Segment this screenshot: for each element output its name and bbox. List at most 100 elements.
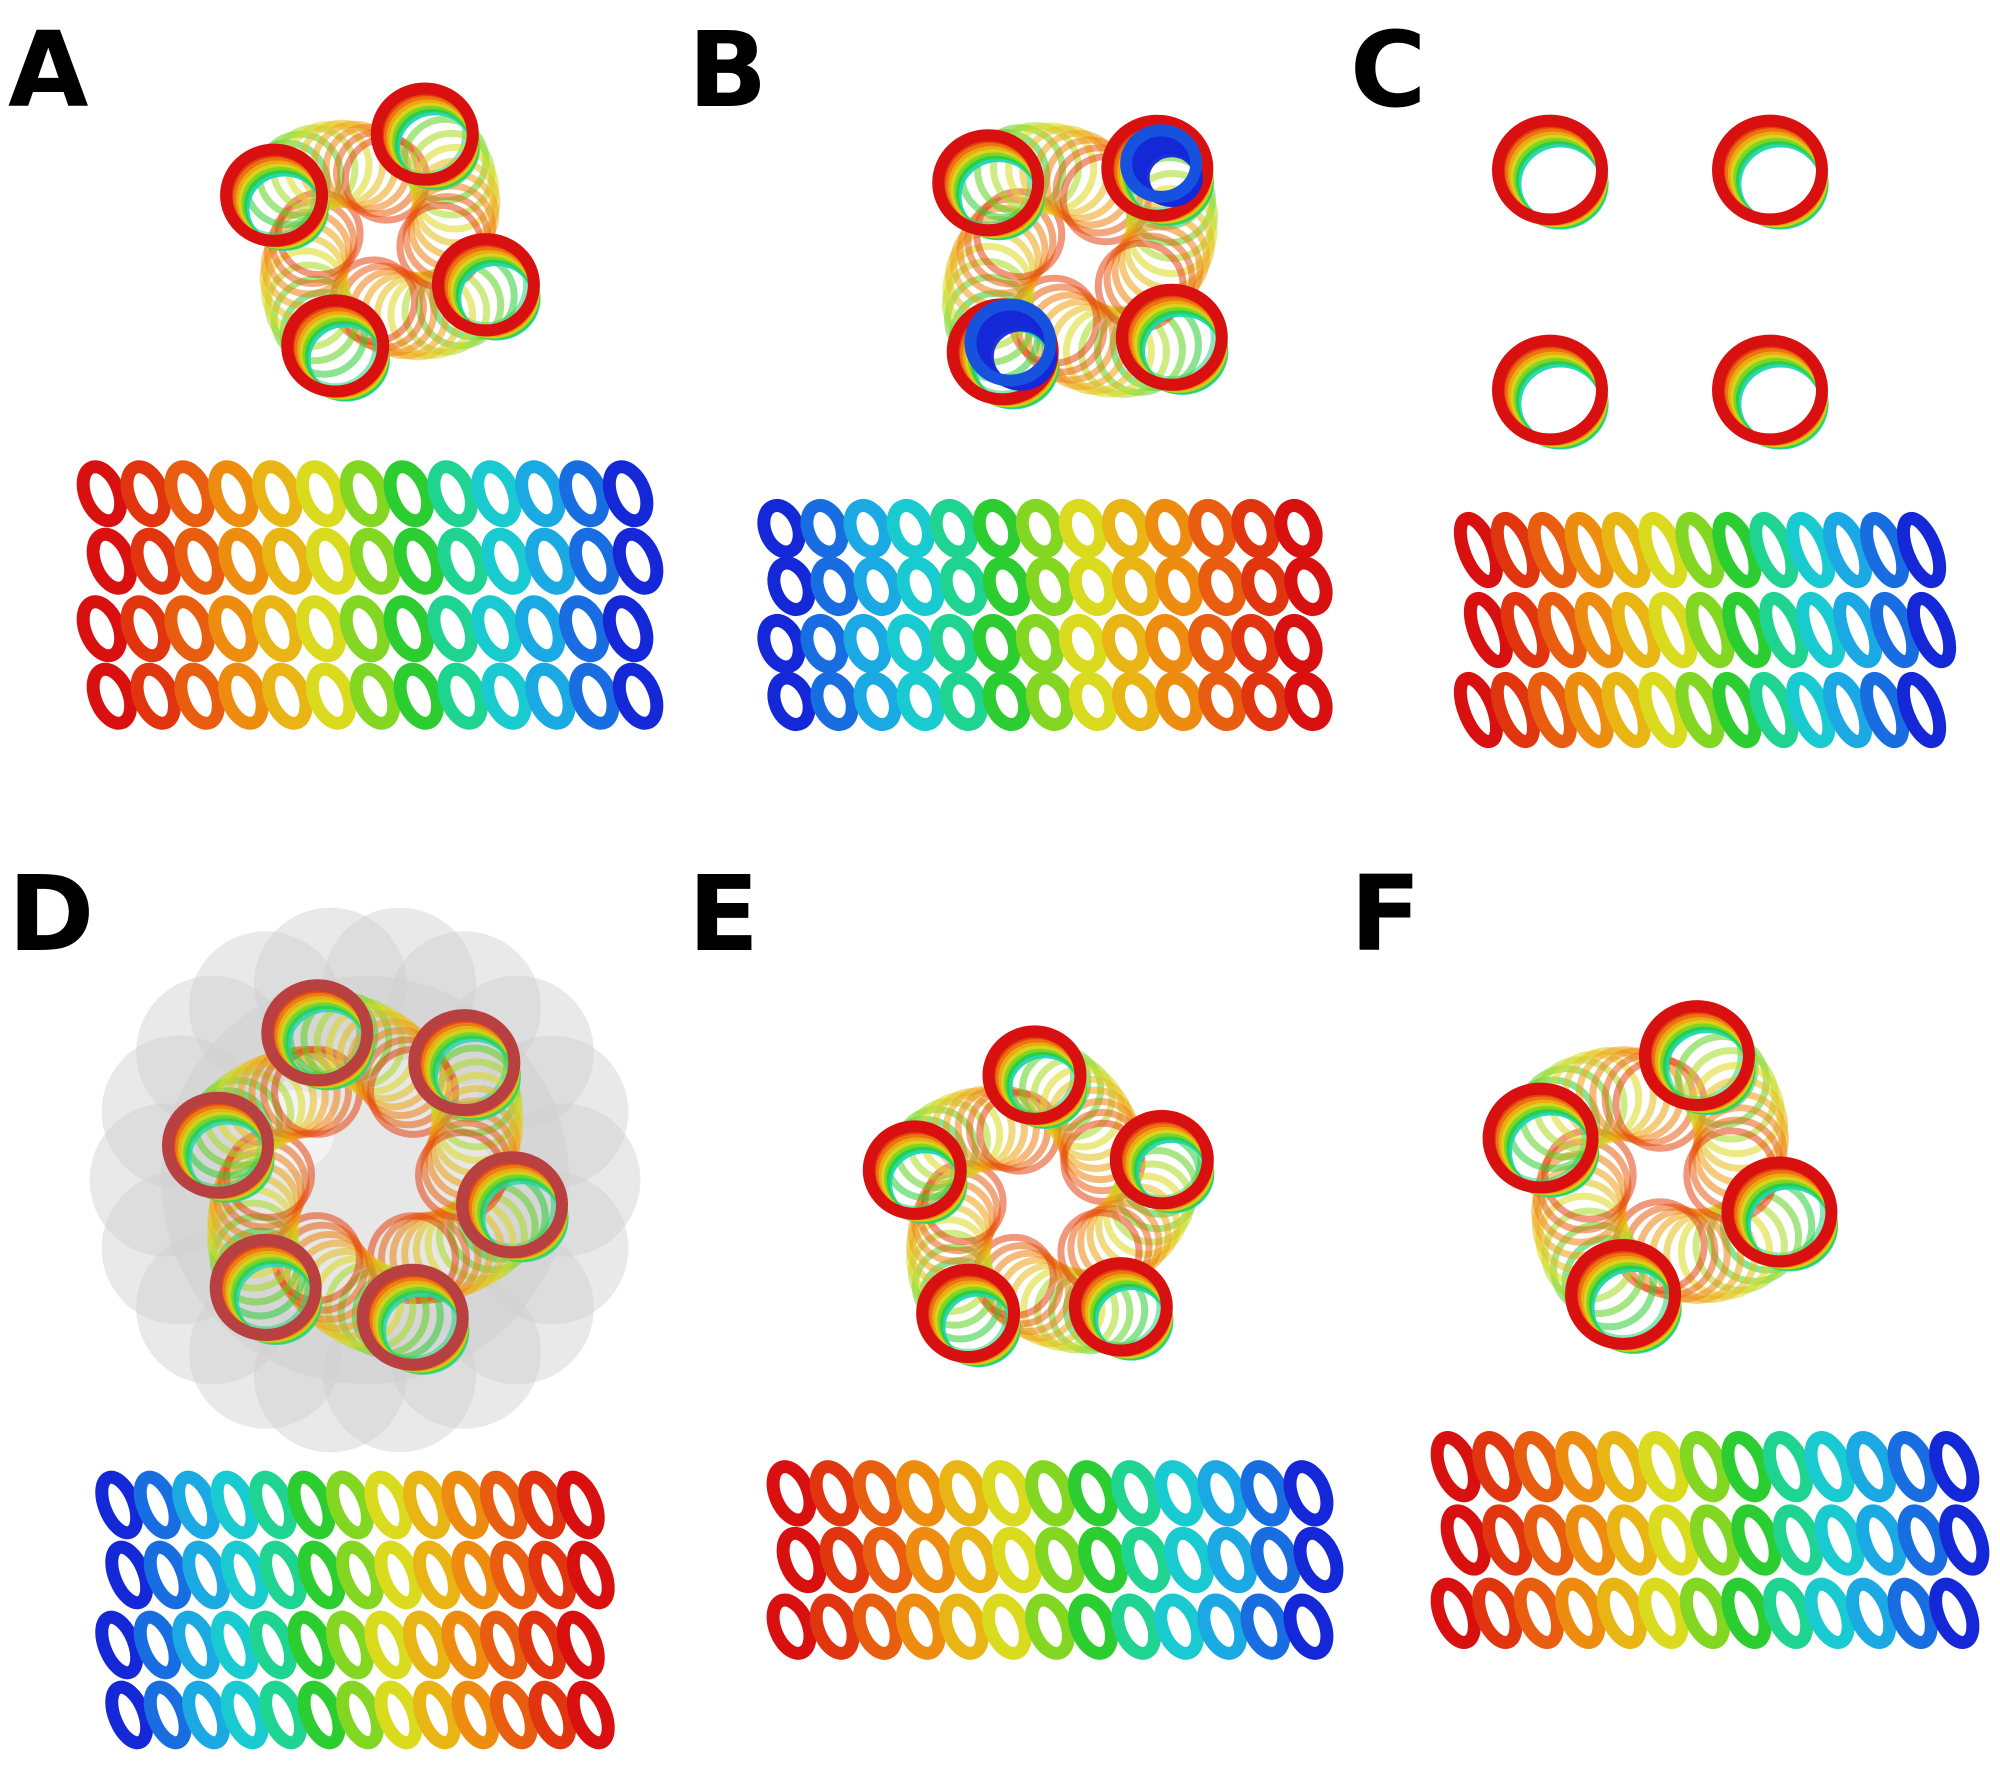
helix-ribbon	[130, 527, 182, 595]
helix-ribbon	[1648, 591, 1698, 669]
helix-ribbon	[1145, 614, 1194, 674]
helix-ribbon	[95, 1470, 144, 1540]
helix-ribbon	[767, 556, 816, 616]
helix-ribbon	[172, 1470, 221, 1540]
helix-ribbon	[182, 1680, 231, 1750]
helix-ribbon	[886, 499, 935, 559]
helix-ribbon	[412, 1680, 461, 1750]
helix-ribbon	[1527, 511, 1577, 589]
helix-ribbon	[1601, 671, 1651, 749]
helix-ribbon	[1154, 1593, 1205, 1660]
helix-cap	[964, 298, 1057, 387]
helix-ribbon	[1440, 1504, 1491, 1576]
helix-ribbon	[1197, 1460, 1248, 1527]
helix-ribbon	[1111, 1593, 1162, 1660]
helix-ribbon	[905, 1526, 956, 1594]
helix-ribbon	[1472, 1577, 1523, 1649]
helix-ribbon	[1527, 671, 1577, 749]
helix-ribbon	[929, 614, 979, 674]
helix-ribbon	[218, 662, 269, 730]
helix-ribbon	[220, 1680, 269, 1750]
helix-ribbon	[1896, 671, 1947, 749]
helix-ribbon	[800, 499, 849, 559]
helix-ribbon	[1823, 671, 1873, 749]
helix-ribbon	[612, 662, 664, 730]
helix-ribbon	[1887, 1431, 1938, 1503]
helix-cap	[1712, 334, 1828, 446]
helix-ribbon	[1565, 1504, 1616, 1576]
helix-ribbon	[852, 1593, 903, 1660]
helix-ribbon	[776, 1526, 827, 1594]
helix-ribbon	[1240, 1460, 1291, 1527]
helix-ribbon	[558, 460, 610, 528]
panel-label-e: E	[688, 853, 760, 975]
panel-e: E	[680, 820, 1360, 1769]
helix-ribbon	[1689, 1504, 1741, 1576]
helix-ribbon	[349, 662, 401, 730]
helix-ribbon	[451, 1680, 500, 1750]
helix-ribbon	[1463, 591, 1514, 669]
helix-ribbon	[402, 1470, 451, 1540]
helix-ribbon	[982, 556, 1032, 616]
helix-ribbon	[1453, 671, 1504, 749]
helix-ribbon	[518, 1470, 567, 1540]
helix-ribbon	[1111, 1460, 1162, 1527]
helix-ribbon	[1155, 556, 1204, 616]
helix-cap	[456, 1151, 569, 1259]
helix-ribbon	[262, 527, 313, 595]
helix-ribbon	[120, 595, 172, 663]
panel-d: D	[0, 820, 680, 1769]
helix-ribbon	[295, 460, 347, 528]
helix-cap	[1120, 124, 1203, 203]
helix-ribbon	[1025, 556, 1075, 616]
helix-ribbon	[518, 1610, 567, 1680]
panel-a: A	[0, 0, 680, 820]
helix-ribbon	[558, 595, 610, 663]
helix-ribbon	[972, 499, 1022, 559]
panel-c-top-view	[1492, 114, 1829, 450]
helix-ribbon	[1731, 1504, 1782, 1576]
helix-ribbon	[412, 1540, 461, 1610]
helix-ribbon	[336, 1540, 384, 1610]
helix-ribbon	[566, 1680, 615, 1750]
helix-cap	[932, 129, 1045, 237]
helix-ribbon	[1068, 556, 1118, 616]
helix-ribbon	[1762, 1577, 1814, 1649]
helix-ribbon	[843, 499, 892, 559]
helix-ribbon	[568, 662, 620, 730]
helix-ribbon	[133, 1610, 182, 1680]
helix-ribbon	[1679, 1431, 1731, 1503]
panel-b: B	[680, 0, 1360, 820]
helix-ribbon	[896, 671, 945, 731]
helix-ribbon	[1197, 1593, 1248, 1660]
helix-ribbon	[427, 460, 478, 528]
helix-ribbon	[938, 1593, 989, 1660]
helix-ribbon	[1188, 614, 1237, 674]
helix-ribbon	[1453, 511, 1504, 589]
helix-ribbon	[105, 1540, 154, 1610]
panel-label-b: B	[688, 9, 768, 131]
helix-ribbon	[1068, 1593, 1119, 1660]
helix-ribbon	[364, 1610, 413, 1680]
helix-ribbon	[515, 595, 566, 663]
helix-cap	[220, 143, 329, 247]
helix-ribbon	[1145, 499, 1194, 559]
helix-ribbon	[76, 595, 128, 663]
helix-ribbon	[1749, 671, 1799, 749]
helix-ribbon	[1929, 1431, 1980, 1503]
helix-ribbon	[1284, 671, 1333, 731]
helix-ribbon	[939, 671, 989, 731]
panel-e-top-view	[862, 1025, 1215, 1368]
panel-d-side-view	[95, 1470, 615, 1750]
helix-ribbon	[1207, 1526, 1258, 1594]
helix-ribbon	[1250, 1526, 1301, 1594]
helix-ribbon	[339, 595, 391, 663]
helix-ribbon	[1796, 591, 1846, 669]
helix-ribbon	[1897, 1504, 1948, 1576]
helix-ribbon	[210, 1470, 259, 1540]
helix-ribbon	[1846, 1431, 1897, 1503]
helix-ribbon	[210, 1610, 259, 1680]
helix-ribbon	[1611, 591, 1661, 669]
helix-ribbon	[1283, 1460, 1334, 1527]
helix-cap	[1482, 1082, 1599, 1194]
